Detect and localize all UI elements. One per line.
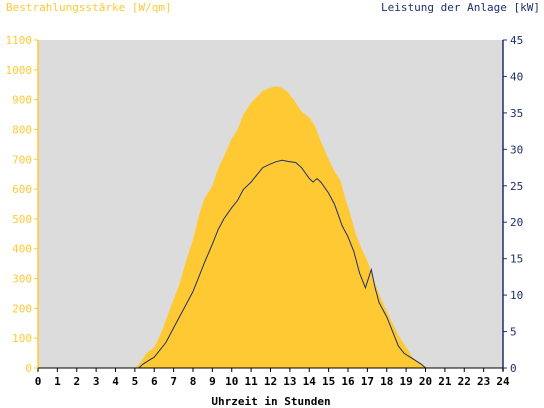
x-tick-label: 0	[35, 375, 42, 388]
right-tick-label: 5	[510, 326, 517, 339]
left-tick-label: 900	[12, 94, 32, 107]
x-tick-label: 7	[170, 375, 177, 388]
x-tick-label: 4	[112, 375, 119, 388]
x-tick-label: 18	[380, 375, 393, 388]
right-tick-label: 25	[510, 180, 523, 193]
x-tick-label: 3	[93, 375, 100, 388]
x-tick-label: 8	[190, 375, 197, 388]
left-tick-label: 0	[25, 362, 32, 375]
axes-layer: 0 1 2 3 4 5 6 7 8 9 10 11 12 13 14 15 16 17 18 19 20 21 22 23 24…	[6, 34, 524, 388]
x-tick-label: 11	[245, 375, 259, 388]
left-tick-label: 600	[12, 183, 32, 196]
x-tick-label: 19	[400, 375, 413, 388]
x-tick-label: 24	[496, 375, 510, 388]
right-tick-label: 15	[510, 253, 523, 266]
x-tick-label: 10	[225, 375, 238, 388]
x-tick-label: 15	[322, 375, 335, 388]
irradiance-area	[134, 86, 430, 368]
x-tick-label: 21	[438, 375, 452, 388]
right-tick-label: 30	[510, 143, 523, 156]
x-tick-label: 2	[73, 375, 80, 388]
right-axis-title: Leistung der Anlage [kW]	[381, 1, 540, 14]
left-tick-label: 800	[12, 123, 32, 136]
left-tick-label: 300	[12, 273, 32, 286]
right-tick-label: 0	[510, 362, 517, 375]
x-tick-label: 17	[361, 375, 374, 388]
left-tick-label: 500	[12, 213, 32, 226]
x-tick-label: 12	[264, 375, 277, 388]
x-tick-label: 9	[209, 375, 216, 388]
right-tick-label: 35	[510, 107, 523, 120]
x-tick-label: 20	[419, 375, 432, 388]
x-tick-label: 14	[303, 375, 317, 388]
x-axis-title: Uhrzeit in Stunden	[211, 395, 330, 408]
right-tick-label: 10	[510, 289, 523, 302]
power-line	[38, 159, 503, 369]
x-tick-label: 6	[151, 375, 158, 388]
right-tick-label: 45	[510, 34, 523, 47]
left-tick-label: 1000	[6, 64, 33, 77]
x-tick-label: 5	[132, 375, 139, 388]
right-tick-label: 20	[510, 216, 523, 229]
x-tick-label: 23	[477, 375, 490, 388]
x-tick-label: 13	[283, 375, 296, 388]
left-tick-label: 1100	[6, 34, 33, 47]
left-tick-label: 700	[12, 153, 32, 166]
x-tick-label: 22	[458, 375, 471, 388]
left-tick-label: 200	[12, 302, 32, 315]
left-tick-label: 100	[12, 332, 32, 345]
x-tick-label: 16	[341, 375, 355, 388]
left-axis-title: Bestrahlungsstärke [W/qm]	[6, 1, 172, 14]
series-layer	[38, 86, 503, 369]
left-tick-label: 400	[12, 243, 32, 256]
x-tick-label: 1	[54, 375, 61, 388]
right-tick-label: 40	[510, 70, 523, 83]
